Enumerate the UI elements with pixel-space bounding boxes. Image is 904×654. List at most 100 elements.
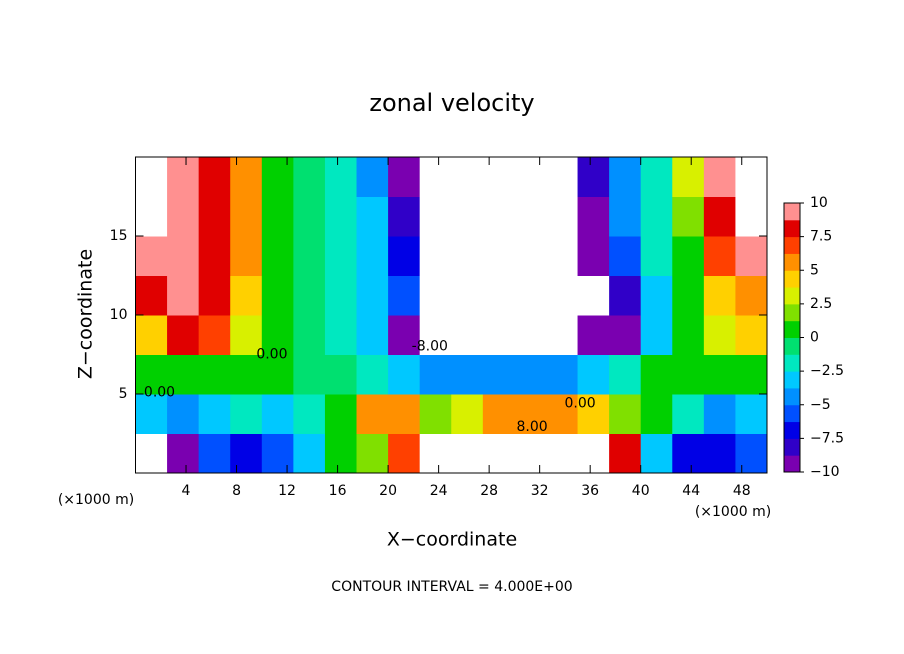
x-tick-label: 16 bbox=[329, 483, 347, 499]
contour-label: 0.00 bbox=[256, 347, 287, 363]
cell bbox=[640, 196, 673, 237]
cell bbox=[545, 354, 579, 395]
cell bbox=[609, 394, 642, 434]
colorbar-swatch bbox=[784, 421, 800, 439]
cell bbox=[356, 433, 389, 473]
cell bbox=[703, 315, 736, 355]
cell bbox=[451, 315, 484, 355]
x-tick-label: 40 bbox=[632, 483, 650, 499]
cell bbox=[672, 275, 705, 316]
colorbar-swatch bbox=[784, 354, 800, 372]
cell bbox=[230, 236, 263, 276]
cell bbox=[545, 236, 579, 276]
cell bbox=[703, 433, 736, 473]
cell bbox=[577, 394, 610, 434]
cell bbox=[514, 433, 547, 473]
cell bbox=[167, 157, 200, 197]
cell bbox=[135, 433, 168, 473]
cell bbox=[167, 236, 200, 276]
cell bbox=[419, 433, 452, 473]
cell bbox=[230, 157, 263, 197]
cell bbox=[672, 157, 705, 197]
cell bbox=[735, 236, 767, 276]
cell bbox=[356, 275, 389, 316]
cell bbox=[356, 394, 389, 434]
cell bbox=[735, 275, 767, 316]
cell bbox=[482, 315, 515, 355]
cell bbox=[735, 315, 767, 355]
x-axis-title: X−coordinate bbox=[387, 529, 517, 551]
cell bbox=[261, 354, 294, 395]
colorbar-swatch bbox=[784, 270, 800, 288]
cell bbox=[167, 275, 200, 316]
cell bbox=[735, 196, 767, 237]
cell bbox=[482, 275, 515, 316]
x-unit: (×1000 m) bbox=[695, 504, 771, 520]
y-tick-label: 5 bbox=[119, 386, 128, 402]
cell bbox=[293, 157, 326, 197]
cell bbox=[703, 157, 736, 197]
cell bbox=[577, 157, 610, 197]
cell bbox=[135, 236, 168, 276]
y-tick-label: 15 bbox=[110, 228, 128, 244]
cell bbox=[609, 196, 642, 237]
cell bbox=[167, 354, 200, 395]
contour-label: 0.00 bbox=[564, 395, 595, 411]
cell bbox=[293, 315, 326, 355]
chart-title: zonal velocity bbox=[369, 89, 534, 117]
x-tick-label: 8 bbox=[232, 483, 241, 499]
cell bbox=[514, 196, 547, 237]
x-tick-label: 48 bbox=[733, 483, 751, 499]
cell bbox=[703, 394, 736, 434]
cell bbox=[230, 354, 263, 395]
cell bbox=[293, 394, 326, 434]
cell bbox=[703, 196, 736, 237]
cell bbox=[324, 275, 358, 316]
cell bbox=[451, 275, 484, 316]
cell bbox=[388, 433, 421, 473]
field bbox=[135, 157, 767, 473]
cell bbox=[293, 236, 326, 276]
colorbar-swatch bbox=[784, 236, 800, 254]
cell bbox=[198, 196, 231, 237]
cell bbox=[167, 394, 200, 434]
cell bbox=[735, 433, 767, 473]
cell bbox=[419, 315, 452, 355]
cell bbox=[577, 354, 610, 395]
colorbar-swatch bbox=[784, 455, 800, 473]
cell bbox=[640, 157, 673, 197]
cell bbox=[135, 196, 168, 237]
colorbar-swatch bbox=[784, 438, 800, 456]
cell bbox=[261, 315, 294, 355]
cell bbox=[293, 275, 326, 316]
cell bbox=[577, 196, 610, 237]
colorbar-tick-label: −7.5 bbox=[810, 430, 844, 446]
cell bbox=[261, 275, 294, 316]
cell bbox=[640, 394, 673, 434]
cell bbox=[167, 315, 200, 355]
contour-label: -8.00 bbox=[412, 339, 448, 355]
cell bbox=[577, 236, 610, 276]
colorbar-swatch bbox=[784, 219, 800, 238]
colorbar-swatch bbox=[784, 387, 800, 406]
colorbar-swatch bbox=[784, 404, 800, 423]
cell bbox=[293, 196, 326, 237]
y-axis-title: Z−coordinate bbox=[75, 249, 97, 379]
cell bbox=[735, 394, 767, 434]
cell bbox=[293, 354, 326, 395]
cell bbox=[577, 433, 610, 473]
cell bbox=[198, 394, 231, 434]
cell bbox=[672, 354, 705, 395]
cell bbox=[609, 275, 642, 316]
colorbar-swatch bbox=[784, 337, 800, 355]
cell bbox=[514, 236, 547, 276]
cell bbox=[672, 236, 705, 276]
cell bbox=[451, 433, 484, 473]
colorbar-tick-label: 2.5 bbox=[810, 296, 832, 312]
x-tick-label: 44 bbox=[682, 483, 700, 499]
cell bbox=[324, 157, 358, 197]
cell bbox=[230, 196, 263, 237]
cell bbox=[482, 354, 515, 395]
cell bbox=[261, 196, 294, 237]
